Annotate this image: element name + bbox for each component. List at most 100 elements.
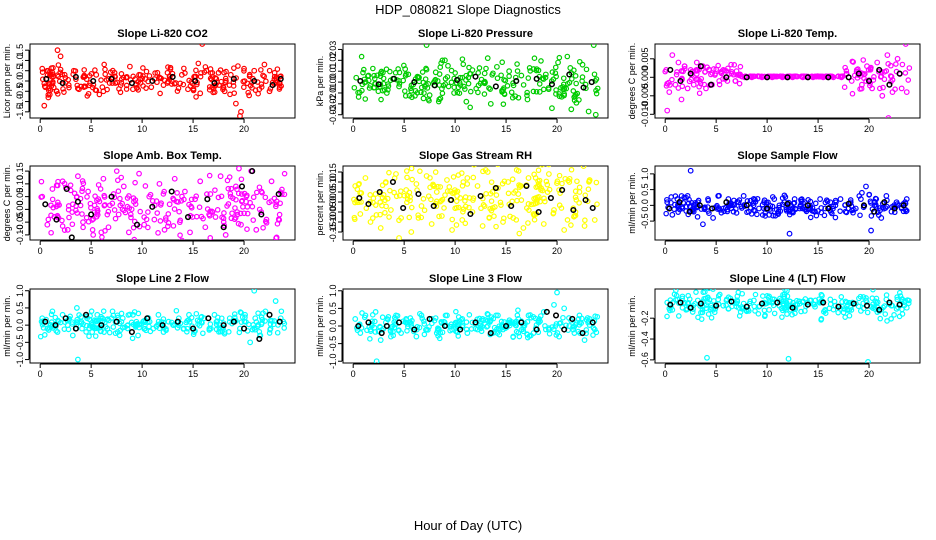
data-point [690,81,697,88]
data-point [721,208,727,215]
black-data-point [149,77,156,85]
data-point [246,92,253,99]
data-point [696,90,703,97]
data-point [847,304,854,311]
data-point [119,200,126,207]
data-point [170,223,177,229]
data-point [673,289,679,294]
data-point [352,316,359,322]
black-data-point [896,301,903,308]
black-data-point [492,184,499,192]
data-point [762,312,768,319]
y-tick-label: -1.0 [328,353,338,369]
data-point [146,73,153,79]
data-point [181,325,187,332]
data-point [213,326,220,333]
data-point [840,309,847,316]
data-point [258,209,265,215]
x-tick-label: 15 [188,369,198,379]
panel-8: Slope Line 3 Flow 0 5 10 15 20 -1.0-0.5 0.0 0.5 1… [315,273,609,379]
data-point [193,310,200,317]
y-axis-label: percent per min. [315,170,325,235]
data-point [487,100,494,107]
data-point [206,325,213,332]
data-point [202,224,209,231]
black-data-point [743,303,750,310]
data-point [251,67,258,74]
data-point [488,179,495,185]
data-point [380,75,387,82]
data-point [449,227,455,233]
black-data-point [784,200,791,207]
data-point [108,315,115,321]
data-point [42,84,49,91]
data-point [438,213,445,219]
data-point [258,81,265,87]
data-point [710,215,716,221]
data-point [786,298,793,305]
data-point [59,71,65,78]
data-point [402,88,408,94]
data-point [80,219,86,226]
data-point [249,85,255,91]
data-point [542,71,549,78]
data-point [703,85,709,92]
data-point [386,169,392,176]
data-point [423,326,430,333]
data-point [276,211,283,218]
black-data-point [863,302,871,309]
data-point [594,201,600,207]
data-point [244,226,250,233]
data-point [530,211,537,217]
y-tick-label: -0.15 [328,222,338,243]
data-point [494,63,500,70]
data-point [165,223,171,230]
data-point [832,214,839,221]
black-data-point [276,318,283,325]
y-tick-label: -0.2 [640,310,650,326]
data-point [357,330,364,336]
panel-7: Slope Line 2 Flow 0 5 10 15 20 -1.0-0.5 0.0 0.5 1… [2,273,296,379]
data-point [44,325,51,332]
data-point [903,208,909,215]
black-data-point [687,304,694,311]
panel-title: Slope Gas Stream RH [419,150,532,162]
data-point [230,79,237,85]
data-point [837,196,844,202]
data-point [525,75,532,81]
data-point [173,307,180,314]
black-data-point [804,202,811,209]
data-point [74,316,80,323]
data-point [879,92,886,99]
data-point [571,213,578,219]
data-point [515,191,522,197]
data-point [234,209,240,215]
y-tick-label: 1.0 [15,54,25,67]
x-tick-label: 20 [552,369,562,379]
data-point [245,89,251,96]
data-point [891,312,897,318]
data-point [720,205,727,212]
data-point [88,204,94,211]
data-point [215,69,222,76]
data-point [145,209,151,215]
data-point [871,74,877,80]
data-point [549,105,555,112]
data-point [579,61,586,68]
data-point [586,177,593,183]
data-point [79,185,86,192]
data-point [48,311,55,318]
x-axis-label: Hour of Day (UTC) [413,518,523,533]
data-point [704,354,710,361]
data-point [477,322,484,329]
y-axis-label: ml/min per min. [315,295,325,357]
data-point [843,68,850,74]
data-point [525,175,532,181]
data-point [48,202,54,209]
data-point [92,333,99,339]
data-point [200,330,206,337]
data-point [66,315,73,322]
data-point [126,63,133,70]
data-point [751,207,757,214]
data-point [93,71,100,78]
